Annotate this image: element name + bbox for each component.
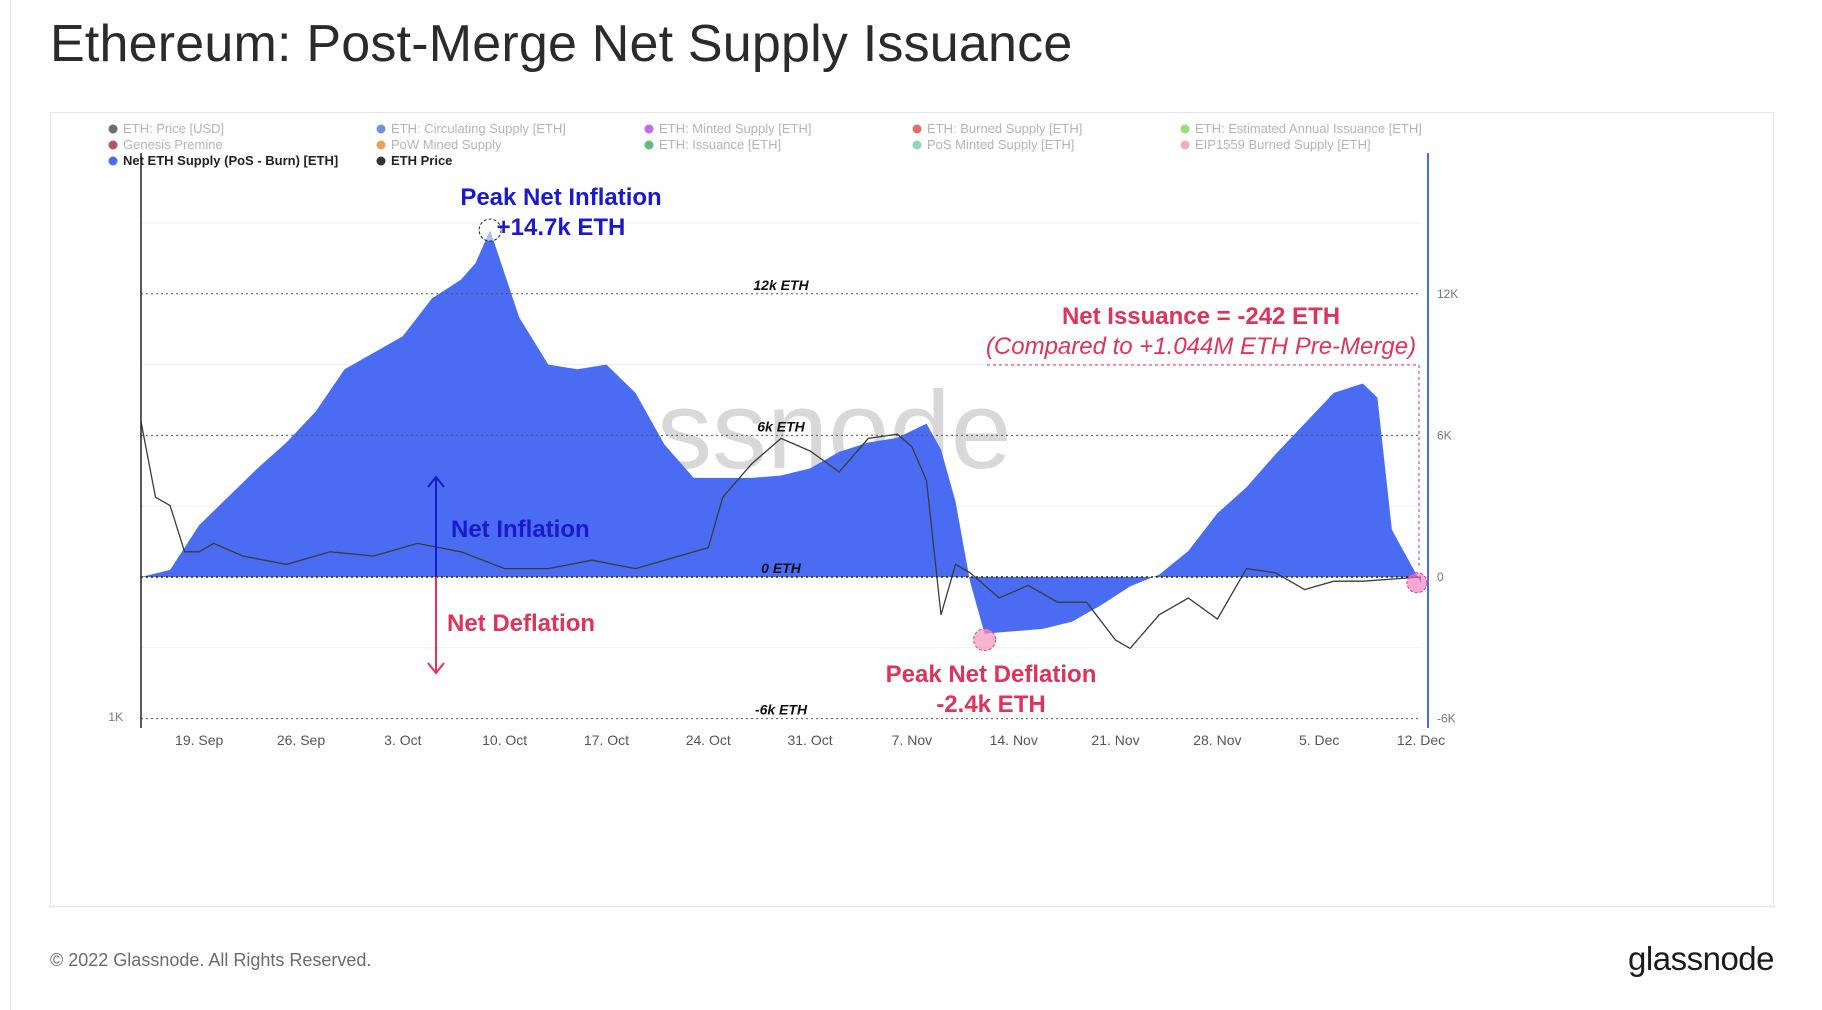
page-title: Ethereum: Post-Merge Net Supply Issuance	[50, 15, 1073, 73]
eth-price-line	[140, 421, 1422, 650]
level-label-6000: 6k ETH	[757, 418, 805, 434]
x-tick-label: 3. Oct	[384, 732, 421, 748]
peak-inflation-value: +14.7k ETH	[497, 214, 626, 241]
net-supply-area	[141, 230, 1421, 634]
legend-marker[interactable]	[912, 124, 922, 134]
level-label-12000: 12k ETH	[753, 277, 809, 293]
peak-deflation-value: -2.4k ETH	[936, 691, 1045, 718]
y-right-tick: 12K	[1437, 287, 1458, 301]
y-left-tick-1k: 1K	[108, 710, 123, 724]
legend-item: ETH: Burned Supply [ETH]	[927, 121, 1082, 136]
legend-marker[interactable]	[108, 156, 118, 166]
legend-marker[interactable]	[644, 124, 654, 134]
x-tick-label: 21. Nov	[1091, 732, 1139, 748]
chart-panel: glassnode 12k ETH 6k ETH 0 ETH -6k ETH 1K 12K 6…	[50, 112, 1774, 907]
x-tick-label: 26. Sep	[277, 732, 325, 748]
legend-item: Net ETH Supply (PoS - Burn) [ETH]	[123, 153, 338, 168]
legend-item: PoW Mined Supply	[391, 137, 502, 152]
net-issuance-connector	[987, 364, 1420, 567]
legend-marker[interactable]	[376, 140, 386, 150]
legend-item: ETH: Price [USD]	[123, 121, 224, 136]
legend-item: PoS Minted Supply [ETH]	[927, 137, 1074, 152]
peak-inflation-marker	[478, 218, 502, 242]
legend-item: ETH Price	[391, 153, 452, 168]
x-tick-label: 7. Nov	[892, 732, 932, 748]
net-issuance-label: Net Issuance = -242 ETH	[1062, 303, 1340, 330]
glassnode-logo[interactable]: glassnode	[1628, 940, 1774, 977]
net-deflation-label: Net Deflation	[447, 610, 595, 637]
peak-deflation-label: Peak Net Deflation	[886, 661, 1097, 688]
x-tick-label: 5. Dec	[1299, 732, 1339, 748]
net-issuance-marker	[1406, 572, 1428, 594]
legend-marker[interactable]	[912, 140, 922, 150]
level-label-0: 0 ETH	[761, 560, 802, 576]
legend-item: EIP1559 Burned Supply [ETH]	[1195, 137, 1371, 152]
y-right-tick: 6K	[1437, 428, 1452, 442]
legend-marker[interactable]	[108, 124, 118, 134]
x-tick-label: 14. Nov	[990, 732, 1038, 748]
y-right-tick: 0	[1437, 570, 1444, 584]
legend-marker[interactable]	[1180, 124, 1190, 134]
x-tick-label: 19. Sep	[175, 732, 223, 748]
legend-marker[interactable]	[1180, 140, 1190, 150]
x-tick-label: 31. Oct	[788, 732, 833, 748]
footer-copyright: © 2022 Glassnode. All Rights Reserved.	[50, 950, 372, 970]
legend-item: ETH: Minted Supply [ETH]	[659, 121, 811, 136]
legend-marker[interactable]	[376, 124, 386, 134]
y-right-tick: -6K	[1437, 712, 1456, 726]
x-tick-label: 28. Nov	[1193, 732, 1241, 748]
net-inflation-label: Net Inflation	[451, 516, 590, 543]
level-label--6000: -6k ETH	[755, 702, 808, 718]
legend-marker[interactable]	[644, 140, 654, 150]
net-issuance-compare: (Compared to +1.044M ETH Pre-Merge)	[986, 333, 1416, 360]
x-tick-label: 12. Dec	[1397, 732, 1445, 748]
legend-marker[interactable]	[376, 156, 386, 166]
left-edge-rule	[10, 0, 11, 1010]
peak-deflation-marker	[973, 628, 997, 652]
legend-item: Genesis Premine	[123, 137, 223, 152]
peak-inflation-label: Peak Net Inflation	[460, 184, 661, 211]
x-tick-label: 10. Oct	[482, 732, 527, 748]
legend-item: ETH: Circulating Supply [ETH]	[391, 121, 566, 136]
deflation-arrow-head	[427, 662, 445, 675]
x-tick-label: 24. Oct	[686, 732, 731, 748]
legend-item: ETH: Issuance [ETH]	[659, 137, 781, 152]
x-tick-label: 17. Oct	[584, 732, 629, 748]
legend-marker[interactable]	[108, 140, 118, 150]
legend-item: ETH: Estimated Annual Issuance [ETH]	[1195, 121, 1422, 136]
inflation-arrow-head	[427, 475, 445, 488]
